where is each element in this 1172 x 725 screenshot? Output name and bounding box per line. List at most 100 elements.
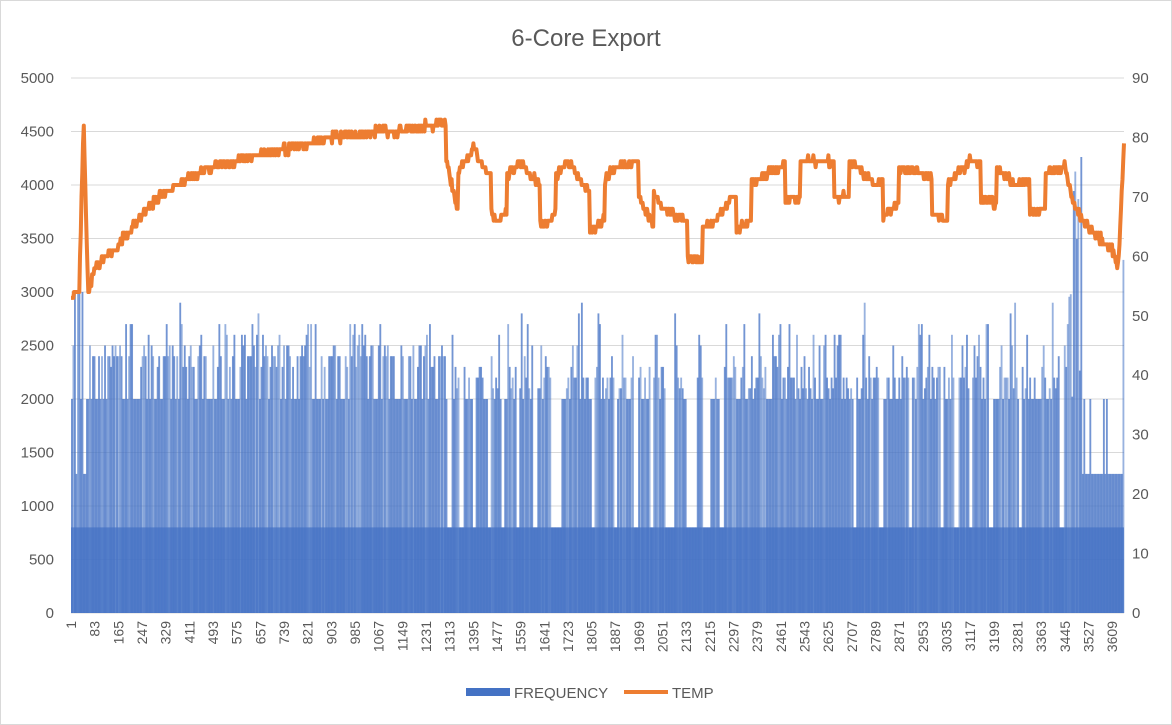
frequency-bar: [728, 377, 731, 613]
frequency-bar: [982, 377, 985, 613]
frequency-bar: [871, 399, 874, 613]
frequency-bar: [830, 377, 833, 613]
frequency-bar: [475, 377, 478, 613]
frequency-bar: [418, 345, 421, 613]
frequency-bar: [302, 356, 305, 613]
frequency-bar: [170, 399, 173, 613]
frequency-bar: [207, 399, 210, 613]
frequency-bar: [567, 377, 570, 613]
frequency-bar: [746, 399, 749, 613]
frequency-bar: [1080, 157, 1083, 613]
frequency-bar: [350, 356, 353, 613]
frequency-bar: [519, 388, 522, 613]
frequency-bar: [388, 399, 391, 613]
x-tick-label: 657: [252, 621, 268, 645]
frequency-bar: [872, 377, 875, 613]
frequency-bar: [902, 377, 905, 613]
x-tick-label: 1805: [584, 621, 600, 652]
x-tick-label: 3199: [986, 621, 1002, 652]
y-left-tick-label: 1000: [21, 498, 54, 515]
frequency-bar: [242, 345, 245, 613]
y-left-tick-label: 2000: [21, 391, 54, 408]
frequency-bar: [744, 399, 747, 613]
frequency-bar: [565, 388, 568, 613]
frequency-bar: [236, 399, 239, 613]
frequency-bar: [785, 399, 788, 613]
frequency-bar: [183, 345, 186, 613]
frequency-bar: [188, 356, 191, 613]
frequency-bar: [874, 377, 877, 613]
frequency-bar: [794, 399, 797, 613]
frequency-bar: [156, 366, 159, 613]
frequency-bar: [784, 377, 786, 613]
frequency-bar: [597, 313, 600, 613]
frequency-bar: [839, 334, 842, 613]
frequency-bar: [680, 377, 683, 613]
frequency-bar: [286, 345, 288, 613]
frequency-bar: [456, 388, 458, 613]
frequency-bar: [993, 399, 995, 613]
frequency-bar: [630, 377, 633, 613]
x-tick-label: 165: [110, 621, 126, 645]
y-left-tick-label: 500: [29, 552, 54, 569]
frequency-bar: [868, 356, 871, 613]
frequency-bar: [310, 324, 313, 613]
x-tick-label: 1641: [536, 621, 552, 652]
frequency-bar: [698, 334, 701, 613]
frequency-bar: [618, 388, 621, 613]
frequency-bar: [641, 399, 643, 613]
frequency-bar: [409, 356, 412, 613]
frequency-bar: [802, 388, 804, 613]
frequency-bar: [926, 366, 929, 613]
frequency-bar: [481, 377, 484, 613]
y-left-tick-label: 4500: [21, 124, 54, 141]
frequency-bar: [72, 345, 75, 613]
frequency-bar: [949, 399, 952, 613]
frequency-bar: [963, 377, 965, 613]
frequency-bar: [920, 324, 923, 613]
frequency-bar: [606, 377, 609, 613]
frequency-bar: [104, 345, 106, 613]
frequency-bar: [967, 388, 970, 613]
frequency-bar: [944, 399, 947, 613]
frequency-bar: [262, 334, 264, 613]
frequency-bar: [490, 356, 493, 613]
frequency-bar: [304, 345, 307, 613]
frequency-bar: [523, 356, 526, 613]
frequency-bar: [361, 324, 364, 613]
frequency-bar: [301, 345, 304, 613]
frequency-bar: [216, 366, 219, 613]
frequency-bar: [889, 399, 892, 613]
frequency-bar: [353, 324, 356, 613]
frequency-bar: [564, 399, 567, 613]
frequency-bar: [227, 399, 230, 613]
frequency-bar: [809, 388, 812, 613]
frequency-bar: [128, 356, 131, 613]
x-tick-label: 2871: [891, 621, 907, 652]
frequency-bar: [195, 399, 198, 613]
frequency-bar: [781, 399, 783, 613]
frequency-bar: [400, 345, 403, 613]
frequency-bar: [1102, 399, 1105, 613]
frequency-bar: [182, 366, 185, 613]
frequency-bar: [403, 399, 406, 613]
frequency-bar: [102, 399, 105, 613]
frequency-bar: [349, 324, 352, 613]
frequency-bar: [206, 399, 209, 613]
frequency-bar: [896, 399, 899, 613]
x-tick-label: 83: [87, 621, 103, 637]
frequency-bar: [973, 345, 976, 613]
frequency-bar: [155, 399, 158, 613]
frequency-bar: [153, 399, 156, 613]
frequency-bar: [275, 366, 278, 613]
frequency-bar: [842, 377, 845, 613]
frequency-bar: [753, 388, 756, 613]
frequency-bar: [347, 399, 350, 613]
frequency-bar: [981, 399, 983, 613]
frequency-bar: [159, 399, 162, 613]
frequency-bar: [710, 399, 713, 613]
frequency-bar: [332, 345, 335, 613]
frequency-bar: [946, 399, 949, 613]
frequency-bar: [588, 399, 591, 613]
frequency-bar: [149, 399, 152, 613]
